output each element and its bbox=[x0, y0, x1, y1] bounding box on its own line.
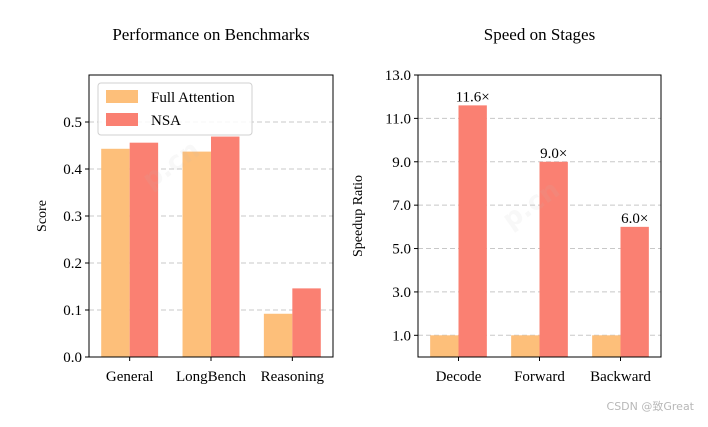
legend-swatch bbox=[106, 113, 138, 126]
y-tick-label: 0.2 bbox=[63, 256, 82, 272]
bar-general-nsa bbox=[129, 142, 159, 357]
y-axis-label: Speedup Ratio bbox=[351, 175, 366, 257]
y-tick-label: 0.3 bbox=[63, 209, 82, 225]
y-tick-label: 5.0 bbox=[392, 242, 411, 258]
bar-general-full-attention bbox=[101, 148, 130, 357]
bar-data-label: 6.0× bbox=[621, 211, 648, 227]
x-tick-label: Backward bbox=[590, 369, 651, 385]
y-tick-label: 9.0 bbox=[392, 155, 411, 171]
legend: Full Attention NSA bbox=[97, 82, 253, 136]
bar-reasoning-full-attention bbox=[263, 313, 293, 357]
chart-title: Speed on Stages bbox=[484, 25, 595, 44]
y-tick-label: 11.0 bbox=[385, 111, 411, 127]
y-tick-label: 1.0 bbox=[392, 328, 411, 344]
x-tick-label: General bbox=[106, 369, 153, 385]
bar-decode-full-attention bbox=[430, 335, 459, 357]
y-tick-label: 0.5 bbox=[63, 115, 82, 131]
bar-decode-nsa bbox=[458, 105, 487, 357]
bar-longbench-nsa bbox=[211, 136, 240, 357]
chart-panel-1: 11.6× 9.0× 6.0× 1.0 3.0 5.0 7.0 9.0 11.0 13.0 Deco… bbox=[351, 25, 662, 385]
y-axis-label: Score bbox=[35, 200, 50, 232]
bar-data-label: 11.6× bbox=[456, 89, 490, 105]
y-tick-label: 0.1 bbox=[63, 303, 82, 319]
legend-label: NSA bbox=[151, 113, 181, 129]
y-tick-label: 13.0 bbox=[385, 68, 411, 84]
x-tick-label: LongBench bbox=[176, 369, 246, 385]
x-tick-label: Decode bbox=[436, 369, 482, 385]
bar-backward-full-attention bbox=[592, 335, 621, 357]
bar-backward-nsa bbox=[620, 226, 649, 357]
y-tick-label: 3.0 bbox=[392, 285, 411, 301]
bar-longbench-full-attention bbox=[182, 151, 211, 357]
bar-forward-full-attention bbox=[511, 335, 540, 357]
bar-forward-nsa bbox=[539, 161, 568, 357]
chart-panel-0: 0.0 0.1 0.2 0.3 0.4 0.5 General LongBench Reason… bbox=[35, 25, 334, 385]
x-tick-label: Reasoning bbox=[261, 369, 325, 385]
chart-title: Performance on Benchmarks bbox=[112, 25, 309, 44]
y-tick-label: 0.4 bbox=[63, 162, 82, 178]
legend-swatch bbox=[106, 90, 138, 103]
x-tick-label: Forward bbox=[514, 369, 565, 385]
y-tick-label: 0.0 bbox=[63, 350, 82, 366]
watermark-text: CSDN @致Great bbox=[606, 400, 694, 413]
bar-data-label: 9.0× bbox=[540, 146, 567, 162]
y-tick-label: 7.0 bbox=[392, 198, 411, 214]
legend-label: Full Attention bbox=[151, 90, 235, 106]
bar-reasoning-nsa bbox=[292, 288, 321, 357]
